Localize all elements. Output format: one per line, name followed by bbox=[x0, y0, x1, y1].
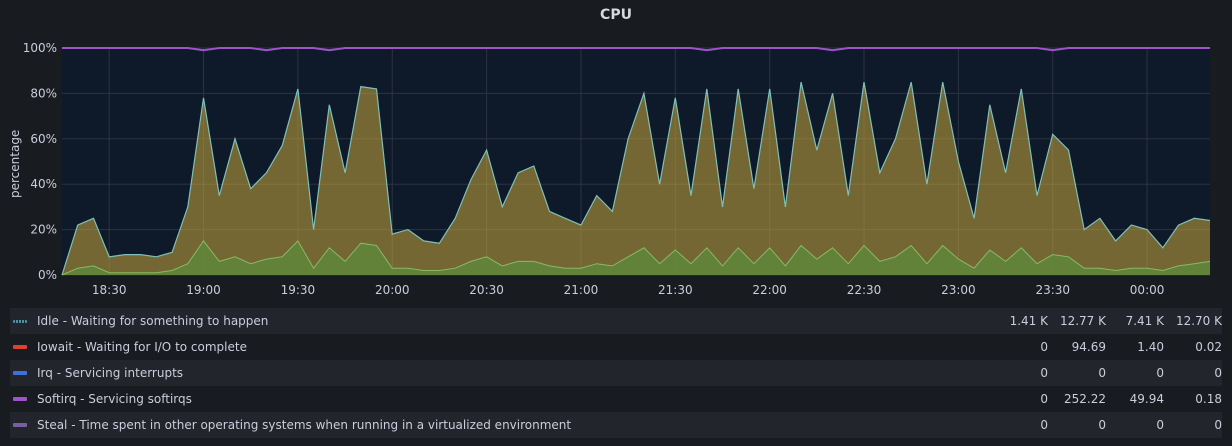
legend-value: 94.69 bbox=[1071, 340, 1106, 354]
legend-value: 0 bbox=[1214, 418, 1222, 432]
x-tick-label: 18:30 bbox=[92, 283, 127, 297]
legend-value: 0 bbox=[1156, 366, 1164, 380]
x-tick-label: 22:30 bbox=[847, 283, 882, 297]
legend-value: 0 bbox=[1098, 366, 1106, 380]
legend-row[interactable]: Steal - Time spent in other operating sy… bbox=[10, 412, 1222, 438]
legend-row[interactable]: Softirq - Servicing softirqs 0 252.22 49.94… bbox=[10, 386, 1222, 412]
series-line-system[interactable] bbox=[61, 240, 1211, 276]
legend-row[interactable]: Irq - Servicing interrupts 0 0 0 0 bbox=[10, 360, 1222, 386]
panel-title[interactable]: CPU bbox=[600, 7, 632, 23]
x-tick-label: 19:30 bbox=[281, 283, 316, 297]
legend-value: 1.40 bbox=[1137, 340, 1164, 354]
y-tick-label: 0% bbox=[38, 268, 57, 282]
legend: Idle - Waiting for something to happen 1.… bbox=[10, 308, 1222, 438]
legend-value: 0.18 bbox=[1195, 392, 1222, 406]
x-tick-label: 19:00 bbox=[186, 283, 221, 297]
legend-value: 0 bbox=[1040, 340, 1048, 354]
legend-series-name[interactable]: Idle - Waiting for something to happen bbox=[37, 314, 269, 328]
legend-value: 0 bbox=[1098, 418, 1106, 432]
legend-value: 1.41 K bbox=[1009, 314, 1048, 328]
legend-color-swatch[interactable] bbox=[13, 423, 27, 427]
legend-series-name[interactable]: Iowait - Waiting for I/O to complete bbox=[37, 340, 247, 354]
series-area-system[interactable] bbox=[62, 240, 1210, 275]
legend-value: 0 bbox=[1040, 366, 1048, 380]
y-tick-label: 60% bbox=[30, 132, 57, 146]
legend-value: 0 bbox=[1214, 366, 1222, 380]
legend-value: 12.70 K bbox=[1175, 314, 1222, 328]
x-tick-label: 23:30 bbox=[1035, 283, 1070, 297]
y-tick-label: 40% bbox=[30, 177, 57, 191]
legend-value: 7.41 K bbox=[1125, 314, 1164, 328]
legend-value: 12.77 K bbox=[1059, 314, 1106, 328]
legend-series-name[interactable]: Steal - Time spent in other operating sy… bbox=[37, 418, 572, 432]
x-tick-label: 20:00 bbox=[375, 283, 410, 297]
legend-series-name[interactable]: Irq - Servicing interrupts bbox=[37, 366, 184, 380]
cpu-chart[interactable]: 0% 20% 40% 60% 80% 100% 18:30 19:00 19:30 20:00 20… bbox=[0, 30, 1232, 300]
x-tick-label: 21:00 bbox=[564, 283, 599, 297]
legend-value: 49.94 bbox=[1129, 392, 1164, 406]
series-line-total[interactable] bbox=[62, 47, 1210, 52]
y-tick-label: 20% bbox=[30, 223, 57, 237]
series-line-idle[interactable] bbox=[61, 81, 1211, 276]
legend-color-swatch[interactable] bbox=[13, 371, 27, 375]
x-tick-label: 22:00 bbox=[752, 283, 787, 297]
x-tick-label: 20:30 bbox=[469, 283, 504, 297]
legend-value: 0.02 bbox=[1195, 340, 1222, 354]
legend-color-swatch[interactable] bbox=[13, 397, 27, 401]
series-area-user[interactable] bbox=[62, 82, 1210, 275]
y-tick-label: 100% bbox=[23, 41, 57, 55]
legend-row[interactable]: Iowait - Waiting for I/O to complete 0 94.… bbox=[10, 334, 1222, 360]
legend-series-name[interactable]: Softirq - Servicing softirqs bbox=[37, 392, 192, 406]
legend-color-swatch[interactable] bbox=[13, 345, 27, 349]
legend-value: 0 bbox=[1040, 418, 1048, 432]
legend-value: 0 bbox=[1040, 392, 1048, 406]
legend-row[interactable]: Idle - Waiting for something to happen 1.… bbox=[10, 308, 1222, 334]
legend-value: 0 bbox=[1156, 418, 1164, 432]
y-tick-label: 80% bbox=[30, 86, 57, 100]
x-tick-label: 00:00 bbox=[1130, 283, 1165, 297]
x-tick-label: 23:00 bbox=[941, 283, 976, 297]
x-tick-label: 21:30 bbox=[658, 283, 693, 297]
legend-color-swatch[interactable] bbox=[13, 319, 27, 323]
legend-value: 252.22 bbox=[1064, 392, 1106, 406]
